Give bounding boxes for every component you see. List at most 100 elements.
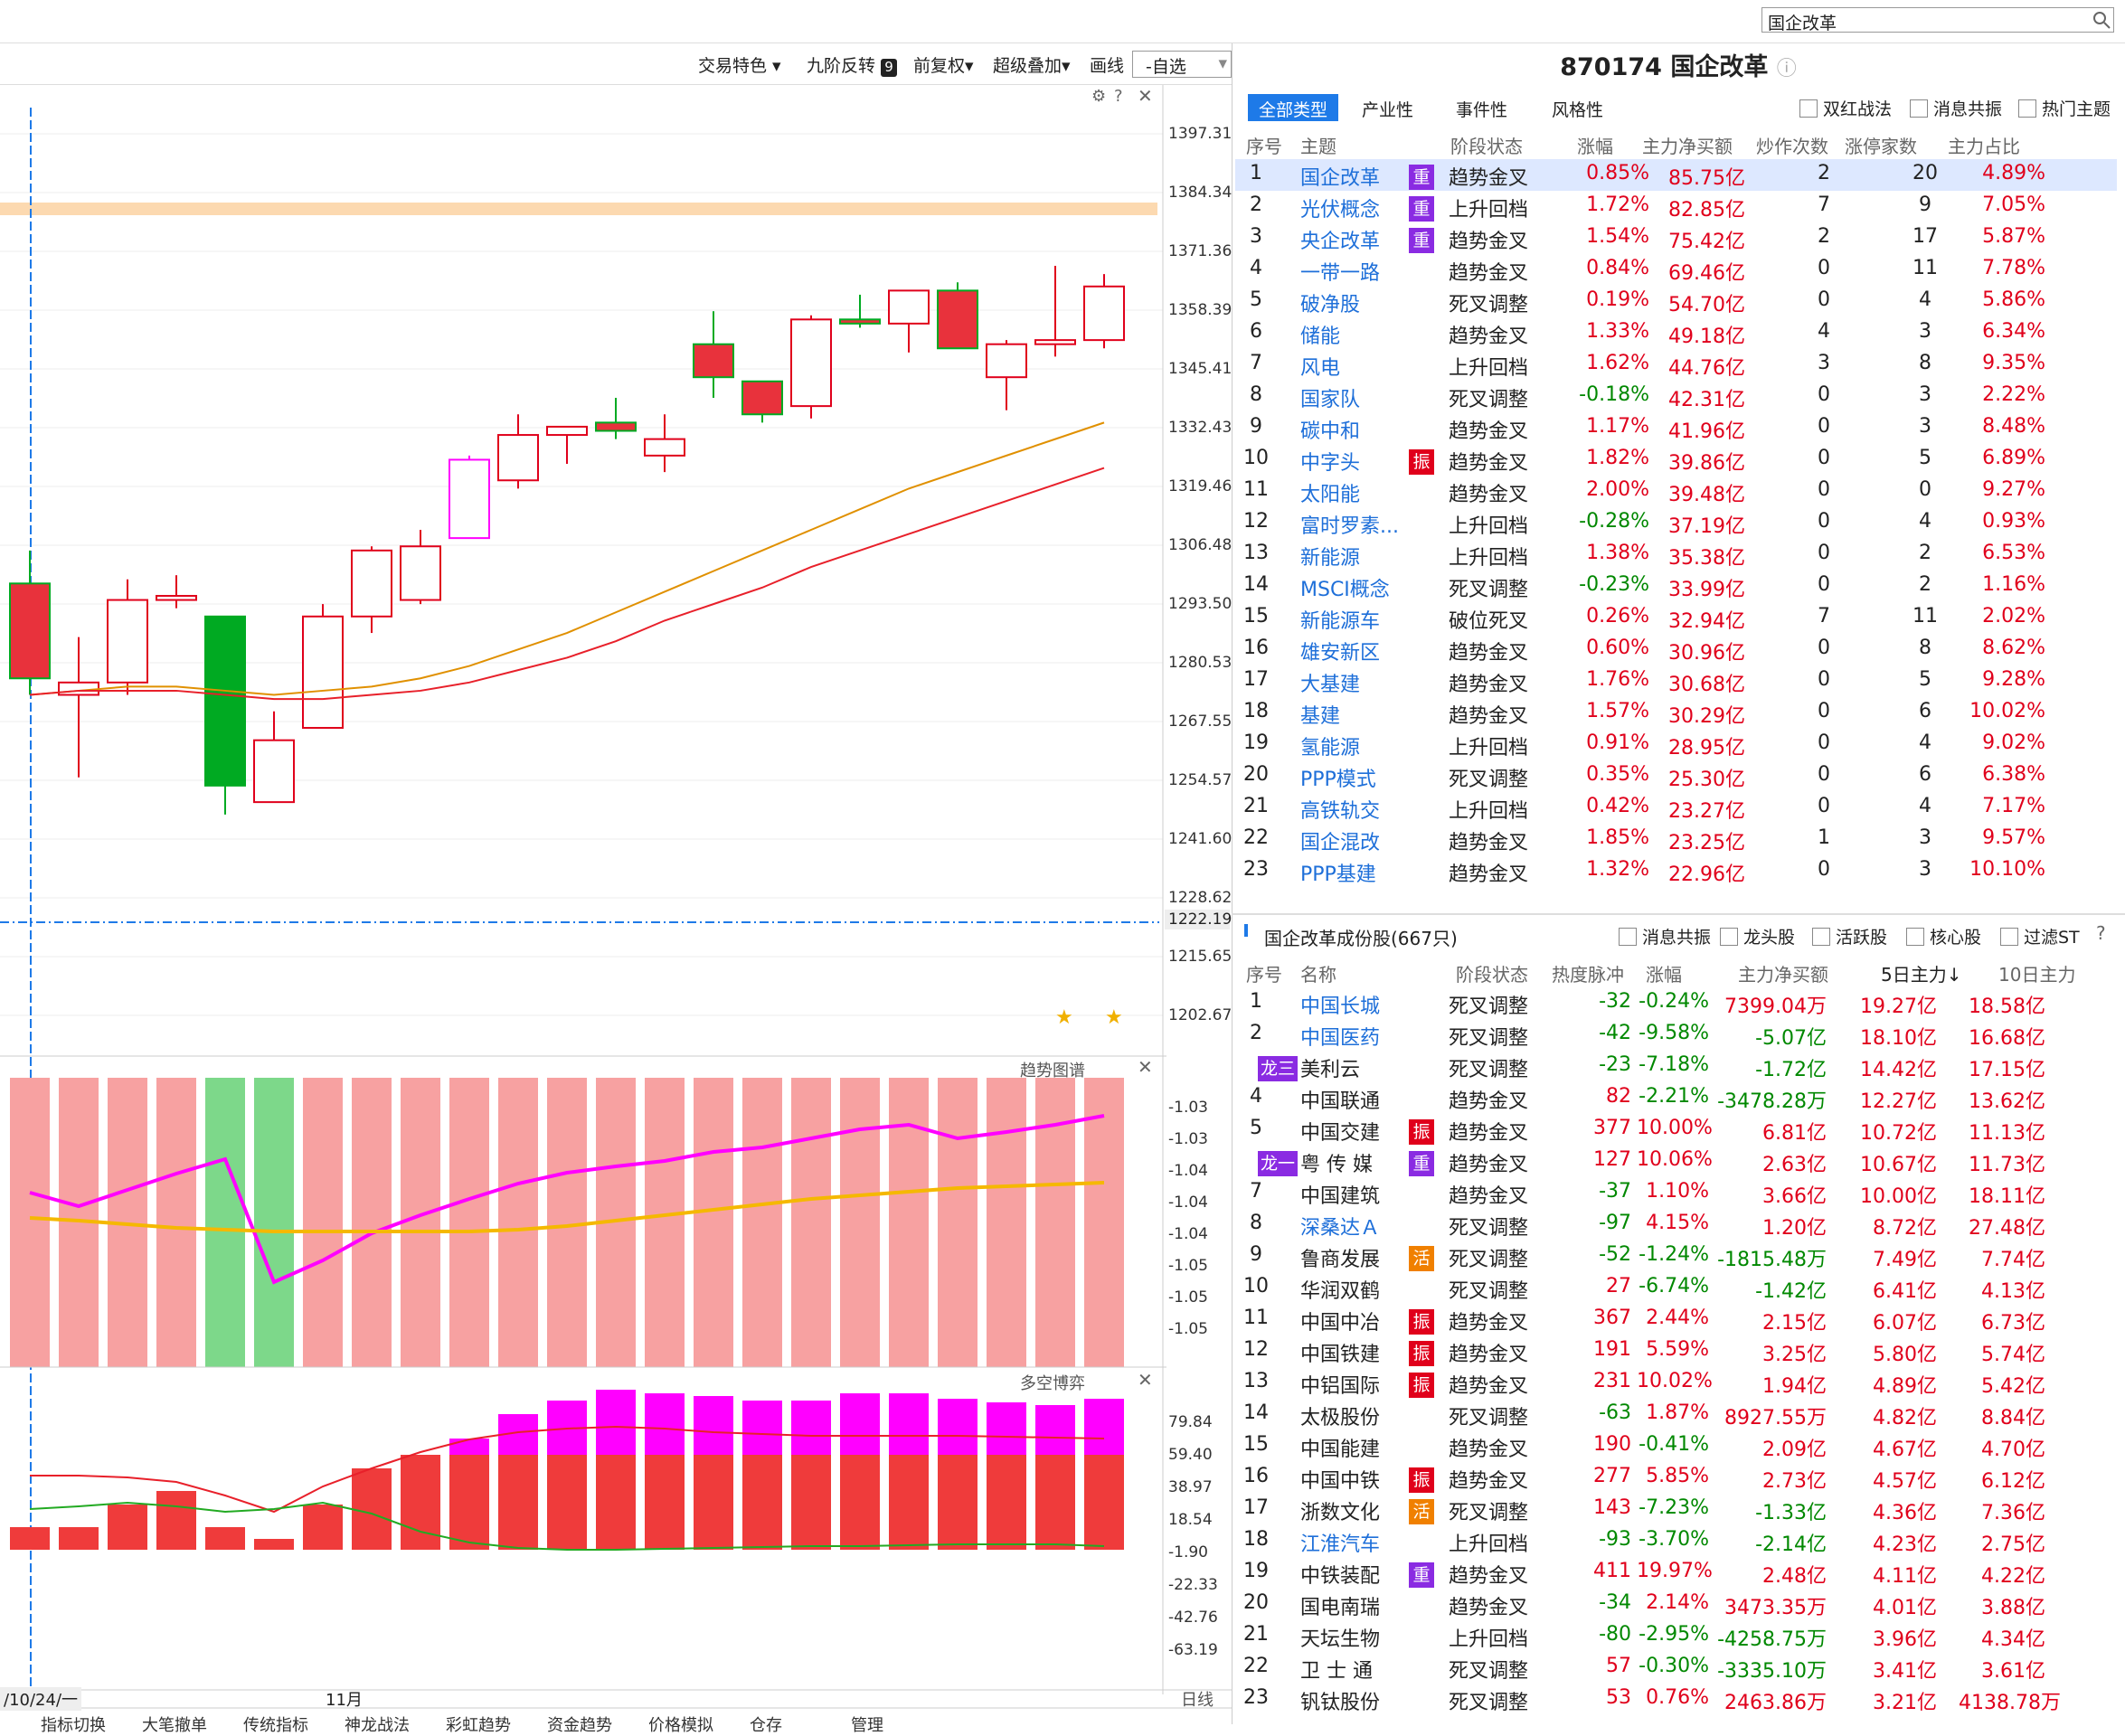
filter-checkbox[interactable]: 消息共振: [1910, 96, 2002, 120]
tab-1[interactable]: 产业性: [1362, 100, 1414, 120]
bottom-tab[interactable]: 仓存: [750, 1716, 782, 1735]
table-row[interactable]: 5 中国交建 趋势金叉 377 10.00% 6.81亿 10.72亿 11.13亿 振: [1235, 1114, 2117, 1146]
bottom-tab[interactable]: 彩虹趋势: [446, 1716, 511, 1735]
info-icon[interactable]: ⓘ: [1776, 58, 1797, 80]
checkbox-icon[interactable]: [1619, 928, 1637, 946]
table-row[interactable]: 21 高铁轨交 上升回档 0.42% 23.27亿 0 4 7.17%: [1235, 792, 2117, 824]
column-header[interactable]: 阶段状态: [1456, 964, 1528, 986]
column-header[interactable]: 序号: [1246, 964, 1282, 986]
column-header[interactable]: 涨幅: [1646, 964, 1682, 986]
table-row[interactable]: 14 太极股份 死叉调整 -63 1.87% 8927.55万 4.82亿 8.84亿: [1235, 1399, 2117, 1430]
help-icon[interactable]: ?: [2096, 922, 2106, 944]
checkbox-icon[interactable]: [1812, 928, 1830, 946]
checkbox-icon[interactable]: [1799, 99, 1818, 118]
candle[interactable]: [595, 421, 637, 432]
checkbox-icon[interactable]: [1720, 928, 1738, 946]
column-header[interactable]: 涨停家数: [1845, 136, 1917, 157]
close-icon[interactable]: ✕: [1138, 1369, 1153, 1391]
table-row[interactable]: 龙一粤 传 媒 趋势金叉 127 10.06% 2.63亿 10.67亿 11.73亿 重: [1235, 1146, 2117, 1177]
table-row[interactable]: 13 新能源 上升回档 1.38% 35.38亿 0 2 6.53%: [1235, 539, 2117, 571]
table-row[interactable]: 12 中国铁建 趋势金叉 191 5.59% 3.25亿 5.80亿 5.74亿 振: [1235, 1335, 2117, 1367]
watchlist-select[interactable]: -自选 ▾: [1132, 51, 1232, 78]
table-row[interactable]: 17 大基建 趋势金叉 1.76% 30.68亿 0 5 9.28%: [1235, 665, 2117, 697]
table-row[interactable]: 3 央企改革 趋势金叉 1.54% 75.42亿 2 17 5.87% 重: [1235, 222, 2117, 254]
table-row[interactable]: 4 一带一路 趋势金叉 0.84% 69.46亿 0 11 7.78%: [1235, 254, 2117, 286]
tab-0[interactable]: 全部类型: [1248, 94, 1339, 121]
candle[interactable]: [644, 438, 685, 457]
candle[interactable]: [937, 289, 978, 350]
table-row[interactable]: 15 中国能建 趋势金叉 190 -0.41% 2.09亿 4.67亿 4.70亿: [1235, 1430, 2117, 1462]
table-row[interactable]: 7 中国建筑 趋势金叉 -37 1.10% 3.66亿 10.00亿 18.11亿: [1235, 1177, 2117, 1209]
table-row[interactable]: 1 中国长城 死叉调整 -32 -0.24% 7399.04万 19.27亿 18.58亿: [1235, 987, 2117, 1019]
candle[interactable]: [9, 582, 51, 680]
candle[interactable]: [156, 595, 197, 601]
table-row[interactable]: 2 光伏概念 上升回档 1.72% 82.85亿 7 9 7.05% 重: [1235, 191, 2117, 222]
table-row[interactable]: 23 PPP基建 趋势金叉 1.32% 22.96亿 0 3 10.10%: [1235, 855, 2117, 887]
search-input[interactable]: 国企改革: [1761, 7, 2114, 33]
filter-checkbox[interactable]: 过滤ST: [2000, 924, 2080, 948]
period-label[interactable]: 日线: [1181, 1691, 1214, 1710]
candle[interactable]: [790, 318, 832, 408]
column-header[interactable]: 炒作次数: [1756, 136, 1828, 157]
table-row[interactable]: 20 PPP模式 死叉调整 0.35% 25.30亿 0 6 6.38%: [1235, 760, 2117, 792]
overlay-menu[interactable]: 超级叠加▾: [993, 56, 1071, 76]
table-row[interactable]: 22 卫 士 通 死叉调整 57 -0.30% -3335.10万 3.41亿 3.61亿: [1235, 1652, 2117, 1684]
candle[interactable]: [986, 343, 1027, 379]
filter-checkbox[interactable]: 龙头股: [1720, 924, 1795, 948]
draw-line-button[interactable]: 画线: [1090, 56, 1125, 76]
column-header[interactable]: 5日主力↓: [1881, 964, 1962, 986]
bottom-tab[interactable]: 价格模拟: [648, 1716, 713, 1735]
table-row[interactable]: 11 中国中冶 趋势金叉 367 2.44% 2.15亿 6.07亿 6.73亿 振: [1235, 1304, 2117, 1335]
table-row[interactable]: 2 中国医药 死叉调整 -42 -9.58% -5.07亿 18.10亿 16.68亿: [1235, 1019, 2117, 1051]
table-row[interactable]: 21 天坛生物 上升回档 -80 -2.95% -4258.75万 3.96亿 4.34亿: [1235, 1620, 2117, 1652]
column-header[interactable]: 主力占比: [1948, 136, 2020, 157]
table-row[interactable]: 8 国家队 死叉调整 -0.18% 42.31亿 0 3 2.22%: [1235, 381, 2117, 412]
table-row[interactable]: 7 风电 上升回档 1.62% 44.76亿 3 8 9.35%: [1235, 349, 2117, 381]
table-row[interactable]: 18 基建 趋势金叉 1.57% 30.29亿 0 6 10.02%: [1235, 697, 2117, 729]
checkbox-icon[interactable]: [1910, 99, 1928, 118]
candle[interactable]: [400, 545, 441, 601]
tab-2[interactable]: 事件性: [1456, 100, 1508, 120]
bottom-tab[interactable]: 传统指标: [243, 1716, 308, 1735]
table-row[interactable]: 9 碳中和 趋势金叉 1.17% 41.96亿 0 3 8.48%: [1235, 412, 2117, 444]
table-row[interactable]: 4 中国联通 趋势金叉 82 -2.21% -3478.28万 12.27亿 13.62亿: [1235, 1082, 2117, 1114]
column-header[interactable]: 主力净买额: [1738, 964, 1828, 986]
table-row[interactable]: 15 新能源车 破位死叉 0.26% 32.94亿 7 11 2.02%: [1235, 602, 2117, 634]
table-row[interactable]: 6 储能 趋势金叉 1.33% 49.18亿 4 3 6.34%: [1235, 317, 2117, 349]
column-header[interactable]: 主题: [1300, 136, 1336, 157]
tab-3[interactable]: 风格性: [1552, 100, 1604, 120]
table-row[interactable]: 5 破净股 死叉调整 0.19% 54.70亿 0 4 5.86%: [1235, 286, 2117, 317]
table-row[interactable]: 19 氢能源 上升回档 0.91% 28.95亿 0 4 9.02%: [1235, 729, 2117, 760]
filter-checkbox[interactable]: 活跃股: [1812, 924, 1887, 948]
table-row[interactable]: 16 中国中铁 趋势金叉 277 5.85% 2.73亿 4.57亿 6.12亿 振: [1235, 1462, 2117, 1494]
candle[interactable]: [888, 289, 930, 325]
checkbox-icon[interactable]: [2000, 928, 2018, 946]
candle[interactable]: [253, 739, 295, 804]
candle[interactable]: [546, 425, 588, 437]
table-row[interactable]: 10 华润双鹤 死叉调整 27 -6.74% -1.42亿 6.41亿 4.13亿: [1235, 1272, 2117, 1304]
chart-area[interactable]: ★ ★: [0, 85, 1232, 1712]
table-row[interactable]: 22 国企混改 趋势金叉 1.85% 23.25亿 1 3 9.57%: [1235, 824, 2117, 855]
bottom-tab[interactable]: 大笔撤单: [142, 1716, 207, 1735]
table-row[interactable]: 8 深桑达Ａ 死叉调整 -97 4.15% 1.20亿 8.72亿 27.48亿: [1235, 1209, 2117, 1241]
table-row[interactable]: 16 雄安新区 趋势金叉 0.60% 30.96亿 0 8 8.62%: [1235, 634, 2117, 665]
table-row[interactable]: 13 中铝国际 趋势金叉 231 10.02% 1.94亿 4.89亿 5.42亿 振: [1235, 1367, 2117, 1399]
column-header[interactable]: 10日主力: [1998, 964, 2076, 986]
adjust-menu[interactable]: 前复权▾: [913, 56, 974, 76]
bottom-tab[interactable]: 神龙战法: [345, 1716, 410, 1735]
settings-icon[interactable]: ⚙: [1091, 87, 1107, 106]
bottom-tab[interactable]: 管理: [851, 1716, 883, 1735]
table-row[interactable]: 23 钒钛股份 死叉调整 53 0.76% 2463.86万 3.21亿 4138.78万: [1235, 1684, 2117, 1715]
table-row[interactable]: 10 中字头 趋势金叉 1.82% 39.86亿 0 5 6.89% 振: [1235, 444, 2117, 476]
filter-checkbox[interactable]: 核心股: [1906, 924, 1981, 948]
column-header[interactable]: 序号: [1246, 136, 1282, 157]
table-row[interactable]: 12 富时罗素... 上升回档 -0.28% 37.19亿 0 4 0.93%: [1235, 507, 2117, 539]
table-row[interactable]: 龙三 美利云 死叉调整 -23 -7.18% -1.72亿 14.42亿 17.15亿: [1235, 1051, 2117, 1082]
candle[interactable]: [497, 434, 539, 482]
candle[interactable]: [1034, 339, 1076, 345]
table-row[interactable]: 9 鲁商发展 死叉调整 -52 -1.24% -1815.48万 7.49亿 7.74亿 活: [1235, 1241, 2117, 1272]
help-icon[interactable]: ?: [1114, 87, 1123, 106]
column-header[interactable]: 涨幅: [1577, 136, 1613, 157]
column-header[interactable]: 名称: [1300, 964, 1336, 986]
candle[interactable]: [204, 615, 246, 787]
